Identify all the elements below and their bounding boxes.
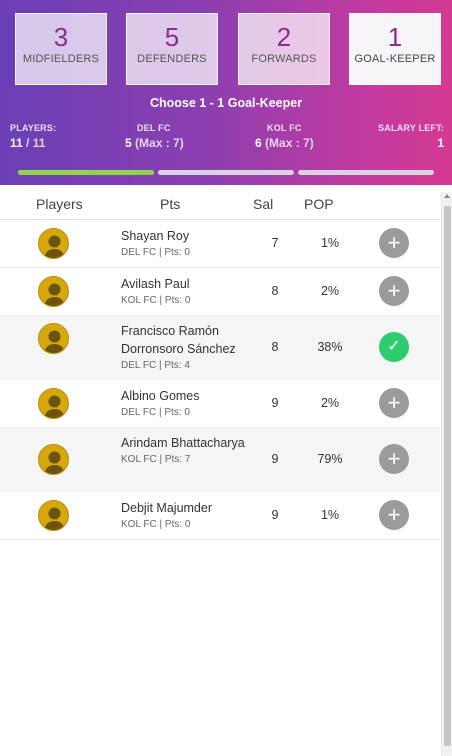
team-builder-header: 3 MIDFIELDERS 5 DEFENDERS 2 FORWARDS 1 G… — [0, 0, 452, 185]
add-player-button[interactable]: + — [379, 500, 409, 530]
defenders-count: 5 — [164, 22, 180, 52]
scroll-up-arrow-icon[interactable] — [444, 194, 450, 198]
players-total: / 11 — [22, 136, 46, 150]
add-player-button[interactable]: + — [379, 228, 409, 258]
player-avatar — [38, 323, 69, 354]
person-silhouette-icon — [44, 451, 65, 474]
progress-bar — [158, 170, 294, 175]
player-team-points: KOL FC | Pts: 7 — [121, 454, 191, 465]
player-avatar — [38, 228, 69, 259]
player-team-points: DEL FC | Pts: 0 — [121, 407, 190, 418]
defenders-label: DEFENDERS — [137, 53, 207, 65]
column-pop[interactable]: POP — [304, 196, 334, 212]
choose-instruction: Choose 1 - 1 Goal-Keeper — [149, 96, 303, 110]
team1-max: (Max : 7) — [131, 136, 184, 150]
player-salary: 9 — [271, 396, 279, 410]
team1-caption: DEL FC — [137, 123, 171, 133]
goal-keeper-label: GOAL-KEEPER — [354, 53, 436, 65]
column-pts[interactable]: Pts — [160, 196, 181, 212]
player-row[interactable]: Avilash Paul KOL FC | Pts: 0 8 2% + — [0, 268, 440, 316]
player-row[interactable]: Arindam Bhattacharya KOL FC | Pts: 7 9 7… — [0, 428, 440, 492]
progress-fill — [18, 170, 154, 175]
players-stat: PLAYERS: 11 / 11 — [10, 123, 56, 150]
player-name: Arindam Bhattacharya — [121, 436, 245, 450]
salary-caption: SALARY LEFT: — [378, 123, 444, 133]
player-row[interactable]: Debjit Majumder KOL FC | Pts: 0 9 1% + — [0, 492, 440, 540]
add-player-button[interactable]: + — [379, 444, 409, 474]
player-name: Debjit Majumder — [121, 501, 213, 515]
forwards-count: 2 — [276, 22, 292, 52]
player-name: Avilash Paul — [121, 277, 190, 291]
players-count: 11 — [10, 136, 23, 150]
player-team-points: DEL FC | Pts: 4 — [121, 360, 190, 371]
scroll-thumb[interactable] — [444, 206, 451, 746]
column-players[interactable]: Players — [36, 196, 83, 212]
person-silhouette-icon — [44, 395, 65, 418]
salary-stat: SALARY LEFT: 1 — [378, 123, 444, 150]
player-salary: 8 — [271, 284, 279, 298]
player-salary: 7 — [271, 236, 279, 250]
players-caption: PLAYERS: — [10, 123, 57, 133]
tab-forwards[interactable]: 2 FORWARDS — [238, 13, 330, 85]
tab-midfielders[interactable]: 3 MIDFIELDERS — [15, 13, 107, 85]
player-popularity: 38% — [317, 340, 343, 354]
team2-caption: KOL FC — [267, 123, 302, 133]
progress-bar — [298, 170, 434, 175]
person-silhouette-icon — [44, 235, 65, 258]
forwards-label: FORWARDS — [251, 53, 317, 65]
team1-stat: DEL FC 5 (Max : 7) — [125, 123, 184, 150]
person-silhouette-icon — [44, 283, 65, 306]
player-row[interactable]: Albino Gomes DEL FC | Pts: 0 9 2% + — [0, 380, 440, 428]
player-list: Shayan Roy DEL FC | Pts: 0 7 1% + Avilas… — [0, 220, 440, 540]
player-popularity: 2% — [320, 396, 340, 410]
player-avatar — [38, 388, 69, 419]
player-row[interactable]: Francisco Ramón Dorronsoro Sánchez DEL F… — [0, 316, 440, 380]
midfielders-count: 3 — [53, 22, 69, 52]
team2-max: (Max : 7) — [261, 136, 314, 150]
player-salary: 8 — [271, 340, 279, 354]
selected-check-button[interactable]: ✓ — [379, 332, 409, 362]
player-row[interactable]: Shayan Roy DEL FC | Pts: 0 7 1% + — [0, 220, 440, 268]
team2-count: 6 — [255, 136, 262, 150]
player-salary: 9 — [271, 508, 279, 522]
column-sal[interactable]: Sal — [253, 196, 274, 212]
player-team-points: KOL FC | Pts: 0 — [121, 295, 191, 306]
goal-keeper-count: 1 — [387, 22, 403, 52]
progress-bar — [18, 170, 154, 175]
player-team-points: KOL FC | Pts: 0 — [121, 519, 191, 530]
midfielders-label: MIDFIELDERS — [22, 53, 100, 65]
player-popularity: 1% — [320, 236, 340, 250]
player-avatar — [38, 276, 69, 307]
tab-goal-keeper[interactable]: 1 GOAL-KEEPER — [349, 13, 441, 85]
player-name: Shayan Roy — [121, 229, 190, 243]
team2-stat: KOL FC 6 (Max : 7) — [255, 123, 314, 150]
list-scrollbar[interactable] — [441, 192, 452, 756]
add-player-button[interactable]: + — [379, 388, 409, 418]
add-player-button[interactable]: + — [379, 276, 409, 306]
player-popularity: 1% — [320, 508, 340, 522]
player-avatar — [38, 444, 69, 475]
player-popularity: 79% — [317, 452, 343, 466]
player-avatar — [38, 500, 69, 531]
player-salary: 9 — [271, 452, 279, 466]
player-popularity: 2% — [320, 284, 340, 298]
team1-count: 5 — [125, 136, 132, 150]
player-name: Albino Gomes — [121, 389, 200, 403]
salary-left-value: 1 — [437, 136, 444, 150]
tab-defenders[interactable]: 5 DEFENDERS — [126, 13, 218, 85]
person-silhouette-icon — [44, 330, 65, 353]
player-team-points: DEL FC | Pts: 0 — [121, 247, 190, 258]
person-silhouette-icon — [44, 507, 65, 530]
table-header: Players Pts Sal POP — [0, 192, 440, 220]
player-name: Francisco Ramón Dorronsoro Sánchez — [121, 324, 236, 356]
